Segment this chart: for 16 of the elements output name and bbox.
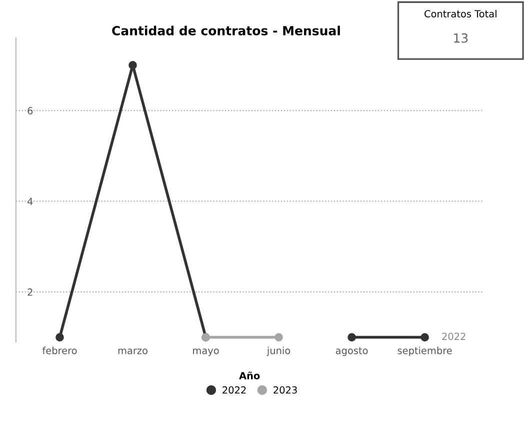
y-tick-label: 4 <box>28 198 33 205</box>
legend-label: 2023 <box>274 386 297 394</box>
x-tick-label: febrero <box>42 346 77 354</box>
y-tick-label: 2 <box>28 288 32 296</box>
legend-title: Año <box>239 372 260 380</box>
y-tick-label: 6 <box>28 107 33 114</box>
chart-title: Cantidad de contratos - Mensual <box>112 26 340 36</box>
x-tick-label: septiembre <box>398 346 452 356</box>
legend-label: 2022 <box>222 386 246 394</box>
x-tick-label: junio <box>266 346 290 356</box>
annotation: 2022 <box>442 332 466 340</box>
x-tick-label: agosto <box>336 347 368 356</box>
annotation: 13 <box>454 33 468 43</box>
text: Contratos Total <box>424 10 496 18</box>
x-tick-label: marzo <box>118 348 148 354</box>
x-tick-label: mayo <box>193 348 219 356</box>
